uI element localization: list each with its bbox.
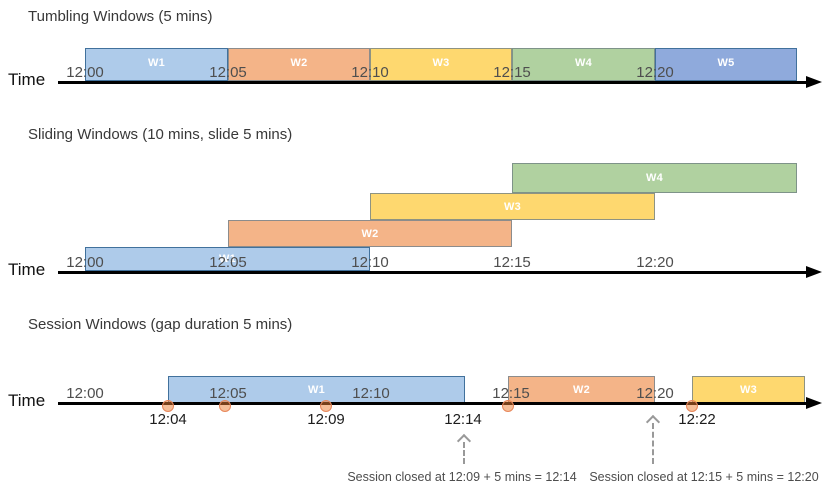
axis-tick-label: 12:15: [493, 254, 531, 271]
window-w3-label: W3: [432, 56, 450, 69]
window-w2-tumbling: W2: [228, 48, 370, 81]
window-w5-tumbling: W5: [655, 48, 797, 81]
time-axis-arrowhead-sliding: [806, 266, 822, 278]
axis-tick-label: 12:10: [351, 254, 389, 271]
event-dot: [320, 400, 332, 412]
time-axis-line-session: [58, 402, 806, 405]
event-dot: [219, 400, 231, 412]
window-w3-tumbling: W3: [370, 48, 512, 81]
axis-tick-label: 12:00: [66, 385, 104, 402]
axis-tick-label: 12:00: [66, 64, 104, 81]
dashed-up-arrow-stem: [652, 423, 654, 464]
axis-tick-label: 12:20: [636, 385, 674, 402]
time-axis-arrowhead-tumbling: [806, 76, 822, 88]
dashed-up-arrow-stem: [463, 442, 465, 464]
axis-tick-label: 12:05: [209, 385, 247, 402]
window-w3-label: W3: [503, 200, 522, 213]
axis-tick-label: 12:05: [209, 254, 247, 271]
time-axis-line-sliding: [58, 271, 806, 274]
axis-tick-label: 12:10: [352, 385, 390, 402]
window-w3-sliding: W3: [370, 193, 655, 220]
section-title-tumbling: Tumbling Windows (5 mins): [28, 8, 213, 25]
session-closed-annotation: Session closed at 12:09 + 5 mins = 12:14: [347, 470, 577, 484]
window-w4-label: W4: [574, 56, 593, 69]
window-w4-sliding: W4: [512, 163, 797, 193]
time-axis-arrowhead-session: [806, 397, 822, 409]
axis-tick-label: 12:00: [66, 254, 104, 271]
event-dot: [686, 400, 698, 412]
window-w2-label: W2: [572, 383, 591, 396]
axis-tick-label: 12:20: [636, 64, 674, 81]
section-title-sliding: Sliding Windows (10 mins, slide 5 mins): [28, 126, 293, 143]
axis-tick-label: 12:20: [636, 254, 674, 271]
time-axis-label-session: Time: [8, 391, 46, 410]
window-w2-label: W2: [361, 227, 379, 240]
time-axis-label-tumbling: Time: [8, 70, 46, 89]
window-w1-label: W1: [307, 383, 326, 396]
event-dot: [502, 400, 514, 412]
session-closed-annotation: Session closed at 12:15 + 5 mins = 12:20: [589, 470, 819, 484]
window-w2-session: W2: [508, 376, 655, 403]
window-w2-sliding: W2: [228, 220, 512, 247]
window-w4-tumbling: W4: [512, 48, 655, 81]
window-w1-sliding: W1: [85, 247, 370, 271]
window-w1-label: W1: [147, 56, 166, 69]
axis-tick-label: 12:05: [209, 64, 247, 81]
event-time-label: 12:14: [444, 411, 482, 428]
time-axis-line-tumbling: [58, 81, 806, 84]
event-time-label: 12:09: [307, 411, 345, 428]
section-title-session: Session Windows (gap duration 5 mins): [28, 316, 293, 333]
event-dot: [162, 400, 174, 412]
window-w2-label: W2: [290, 56, 308, 69]
axis-tick-label: 12:10: [351, 64, 389, 81]
event-time-label: 12:22: [678, 411, 716, 428]
time-axis-label-sliding: Time: [8, 260, 46, 279]
window-w4-label: W4: [645, 172, 664, 184]
window-w3-label: W3: [739, 383, 758, 396]
window-w1-session: W1: [168, 376, 465, 403]
axis-tick-label: 12:15: [493, 64, 531, 81]
window-w1-tumbling: W1: [85, 48, 228, 81]
window-w3-session: W3: [692, 376, 805, 403]
window-w5-label: W5: [717, 56, 735, 69]
event-time-label: 12:04: [149, 411, 187, 428]
window-w1-label: W1: [218, 253, 237, 265]
axis-tick-label: 12:15: [492, 385, 530, 402]
